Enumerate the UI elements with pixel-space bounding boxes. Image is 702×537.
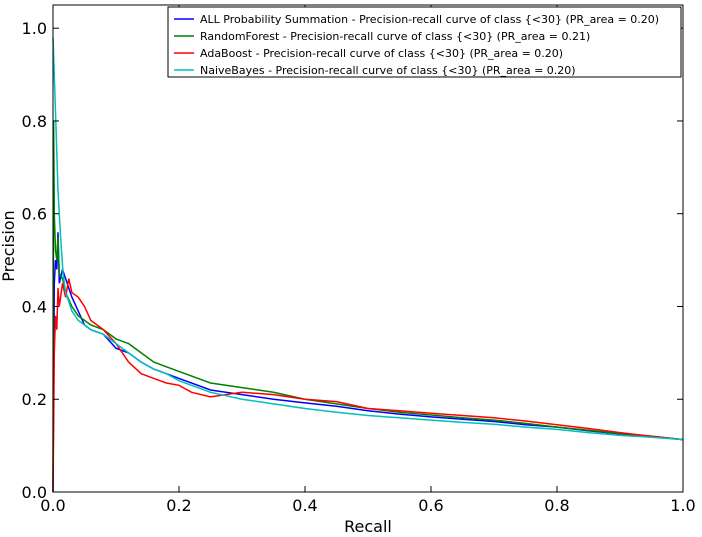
x-axis-label: Recall <box>344 517 392 536</box>
series-line-1 <box>52 120 684 493</box>
x-tick-label-0: 0.0 <box>40 496 65 515</box>
x-tick-label-2: 0.4 <box>292 496 317 515</box>
series-line-2 <box>52 278 684 493</box>
series-line-3 <box>52 37 684 441</box>
tick-layer: 0.0 0.2 0.4 0.6 0.8 1.0 0.0 0.2 0.4 0.6 0.8 1.0 <box>22 5 696 515</box>
legend-label-1: RandomForest - Precision-recall curve of… <box>200 30 590 43</box>
legend-box <box>167 6 682 78</box>
series-layer <box>52 37 684 493</box>
legend: ALL Probability Summation - Precision-re… <box>167 6 682 78</box>
y-tick-label-1: 0.2 <box>22 390 47 409</box>
legend-entries: ALL Probability Summation - Precision-re… <box>174 13 659 77</box>
x-tick-label-5: 1.0 <box>670 496 695 515</box>
y-tick-label-5: 1.0 <box>22 19 47 38</box>
y-tick-label-3: 0.6 <box>22 205 47 224</box>
y-tick-label-4: 0.8 <box>22 112 47 131</box>
legend-label-3: NaiveBayes - Precision-recall curve of c… <box>200 64 576 77</box>
x-tick-label-1: 0.2 <box>166 496 191 515</box>
y-tick-label-2: 0.4 <box>22 297 47 316</box>
x-tick-label-3: 0.6 <box>418 496 443 515</box>
plot-frame <box>53 5 683 492</box>
x-tick-label-4: 0.8 <box>544 496 569 515</box>
legend-label-0: ALL Probability Summation - Precision-re… <box>200 13 659 26</box>
legend-label-2: AdaBoost - Precision-recall curve of cla… <box>200 47 563 60</box>
y-axis-label: Precision <box>0 210 18 281</box>
y-tick-label-0: 0.0 <box>22 483 47 502</box>
plot-border <box>52 4 684 493</box>
plot-area: 0.0 0.2 0.4 0.6 0.8 1.0 0.0 0.2 0.4 0.6 0.8 1.0 <box>22 4 696 515</box>
